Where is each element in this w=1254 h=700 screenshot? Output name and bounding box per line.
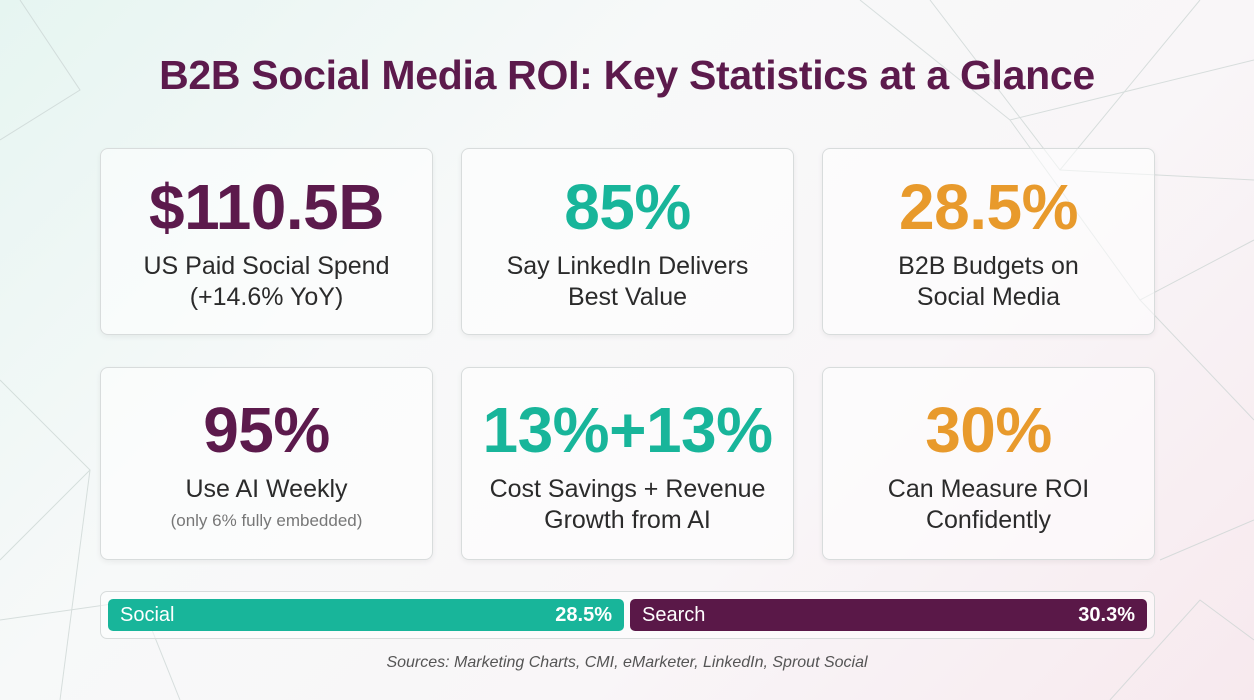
segment-label: Search (642, 603, 706, 626)
bar-segment-search: Search 30.3% (630, 599, 1147, 631)
stat-value: 28.5% (899, 171, 1078, 243)
segment-label: Social (120, 603, 175, 626)
stat-value: 30% (925, 394, 1052, 466)
stat-value: $110.5B (149, 171, 384, 243)
segment-percent: 28.5% (555, 603, 612, 626)
stat-card-ai-savings-growth: 13%+13% Cost Savings + Revenue Growth fr… (461, 367, 794, 560)
stat-card-ai-weekly: 95% Use AI Weekly (only 6% fully embedde… (100, 367, 433, 560)
stat-card-b2b-budgets: 28.5% B2B Budgets on Social Media (822, 148, 1155, 335)
stat-label: Use AI Weekly (185, 475, 348, 503)
stat-card-paid-social-spend: $110.5B US Paid Social Spend (+14.6% YoY… (100, 148, 433, 335)
stat-label: B2B Budgets on Social Media (898, 252, 1079, 311)
social-vs-search-bar: Social 28.5% Search 30.3% (100, 591, 1155, 639)
stat-card-linkedin-value: 85% Say LinkedIn Delivers Best Value (461, 148, 794, 335)
page-title: B2B Social Media ROI: Key Statistics at … (159, 52, 1095, 98)
sources-footnote: Sources: Marketing Charts, CMI, eMarkete… (386, 654, 868, 671)
stat-value: 13%+13% (482, 394, 773, 466)
stat-note: (only 6% fully embedded) (170, 511, 363, 530)
stats-grid: $110.5B US Paid Social Spend (+14.6% YoY… (100, 148, 1155, 560)
bar-segment-social: Social 28.5% (108, 599, 624, 631)
stat-value: 85% (564, 171, 691, 243)
stat-label: Cost Savings + Revenue Growth from AI (489, 475, 766, 534)
stat-card-measure-roi: 30% Can Measure ROI Confidently (822, 367, 1155, 560)
stat-label: Say LinkedIn Delivers Best Value (506, 252, 749, 311)
stat-label: US Paid Social Spend (+14.6% YoY) (143, 252, 390, 311)
stat-label: Can Measure ROI Confidently (887, 475, 1090, 534)
segment-percent: 30.3% (1078, 603, 1135, 626)
stat-value: 95% (203, 394, 330, 466)
